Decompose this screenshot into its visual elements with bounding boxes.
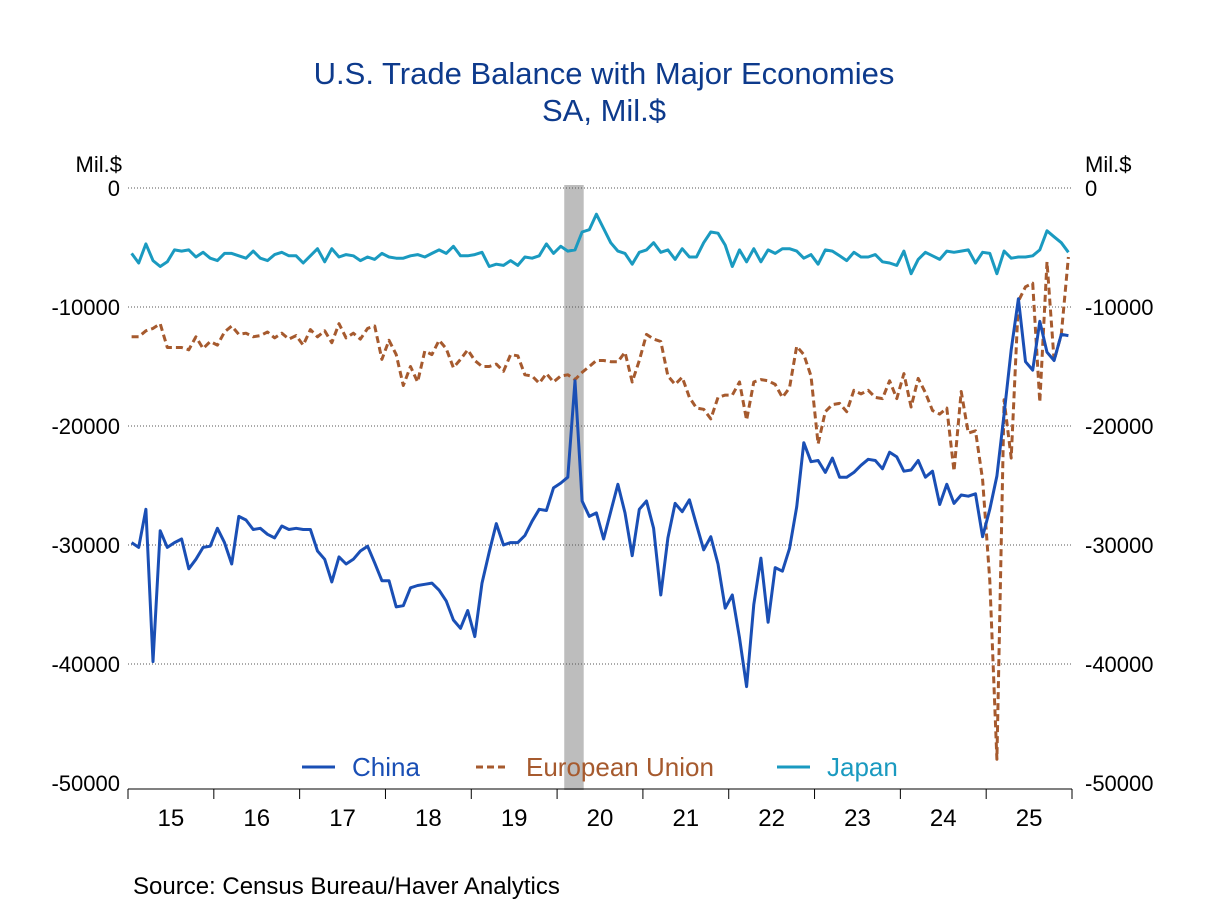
- y-tick-label-right: -20000: [1085, 414, 1154, 439]
- y-tick-label-left: 0: [108, 176, 120, 201]
- chart-title: U.S. Trade Balance with Major Economies: [314, 56, 895, 91]
- y-tick-label-right: -10000: [1085, 295, 1154, 320]
- series-line-china: [130, 297, 1069, 689]
- y-tick-label-right: -40000: [1085, 652, 1154, 677]
- x-tick-label: 19: [501, 805, 528, 832]
- x-tick-label: 16: [243, 805, 270, 832]
- x-tick-label: 21: [672, 805, 699, 832]
- x-tick-label: 17: [329, 805, 356, 832]
- chart-subtitle: SA, Mil.$: [542, 93, 666, 128]
- gridlines: [128, 187, 1072, 665]
- x-axis: 15 16 17 18 19 20 21 22 23 24 25: [127, 788, 1073, 832]
- y-tick-label-left: -20000: [51, 414, 120, 439]
- legend-label: China: [352, 752, 420, 782]
- y-tick-label-right: -30000: [1085, 533, 1154, 558]
- right-axis-unit: Mil.$: [1085, 152, 1131, 177]
- x-tick-label: 18: [415, 805, 442, 832]
- x-tick-label: 22: [758, 805, 785, 832]
- x-tick-label: 20: [587, 805, 614, 832]
- y-tick-label-right: -50000: [1085, 771, 1154, 796]
- legend-label: Japan: [827, 752, 898, 782]
- x-tick-label: 15: [158, 805, 185, 832]
- source-note: Source: Census Bureau/Haver Analytics: [133, 873, 560, 900]
- y-tick-labels: 0 0 -10000 -10000 -20000 -20000 -30000 -30000 -4…: [51, 176, 1153, 796]
- series-lines: [130, 212, 1070, 761]
- left-axis-unit: Mil.$: [76, 152, 122, 177]
- y-tick-label-left: -10000: [51, 295, 120, 320]
- y-tick-label-left: -30000: [51, 533, 120, 558]
- series-line-japan: [130, 212, 1070, 276]
- y-tick-label-left: -50000: [51, 771, 120, 796]
- x-tick-label: 24: [930, 805, 957, 832]
- x-tick-label: 25: [1016, 805, 1043, 832]
- recession-band: [564, 185, 584, 790]
- x-tick-label: 23: [844, 805, 871, 832]
- series-line-european-union: [131, 256, 1070, 761]
- legend-label: European Union: [526, 752, 714, 782]
- y-tick-label-left: -40000: [51, 652, 120, 677]
- legend: China European Union Japan: [302, 752, 898, 782]
- y-tick-label-right: 0: [1085, 176, 1097, 201]
